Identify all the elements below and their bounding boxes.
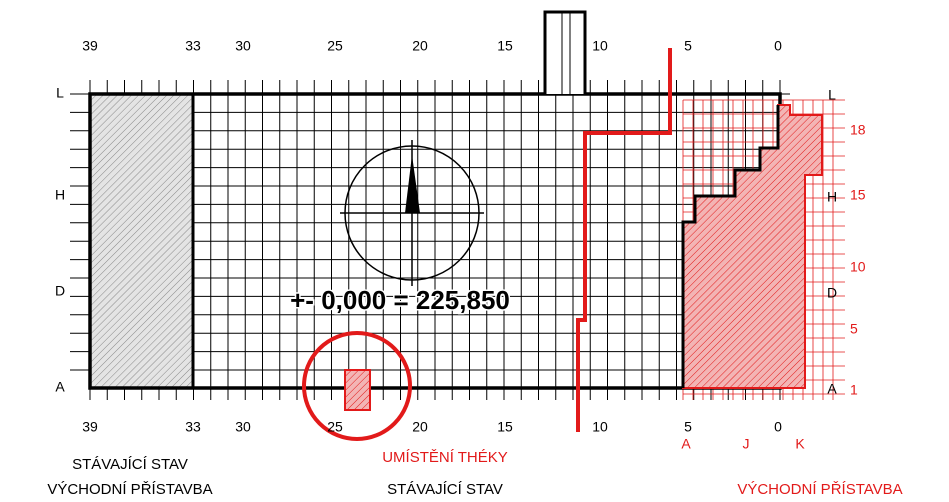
location-circle [302,331,412,441]
column-label: 30 [235,419,251,435]
caption: VÝCHODNÍ PŘÍSTAVBA [47,481,212,498]
section-line [576,48,672,432]
column-label: 15 [497,38,513,54]
column-label: 39 [82,38,98,54]
column-label: 5 [684,38,692,54]
column-label: 10 [592,419,608,435]
column-label: 20 [412,38,428,54]
new-column-label: K [795,436,805,452]
column-label: 15 [497,419,513,435]
extension-area [682,104,823,389]
caption: UMÍSTĚNÍ THÉKY [382,449,508,466]
new-row-label: 5 [850,321,858,337]
column-label: 0 [774,38,782,54]
column-label: 10 [592,38,608,54]
row-label: H [827,189,837,205]
caption: STÁVAJÍCÍ STAV [72,456,188,473]
column-label: 0 [774,419,782,435]
column-label: 25 [327,38,343,54]
new-column-label: A [681,436,691,452]
row-label: L [828,87,836,103]
new-column-label: J [743,436,750,452]
column-label: 39 [82,419,98,435]
row-label: A [827,381,837,397]
location-mark [344,369,371,411]
tower [543,10,587,94]
column-label: 25 [327,419,343,435]
caption: STÁVAJÍCÍ STAV [387,481,503,498]
existing-hatch [90,94,193,388]
north-arrow [405,155,420,213]
column-label: 30 [235,38,251,54]
column-label: 20 [412,419,428,435]
column-label: 33 [185,38,201,54]
caption: VÝCHODNÍ PŘÍSTAVBA [737,481,902,498]
new-row-label: 18 [850,122,866,138]
existing-edge [681,105,780,388]
row-label: L [56,85,64,101]
row-label: H [55,187,65,203]
column-label: 5 [684,419,692,435]
row-label: D [827,285,837,301]
level-note: +- 0,000 = 225,850 [290,285,510,315]
row-label: D [55,283,65,299]
new-row-label: 1 [850,382,858,398]
column-label: 33 [185,419,201,435]
new-row-label: 10 [850,259,866,275]
row-label: A [55,379,65,395]
new-row-label: 15 [850,187,866,203]
